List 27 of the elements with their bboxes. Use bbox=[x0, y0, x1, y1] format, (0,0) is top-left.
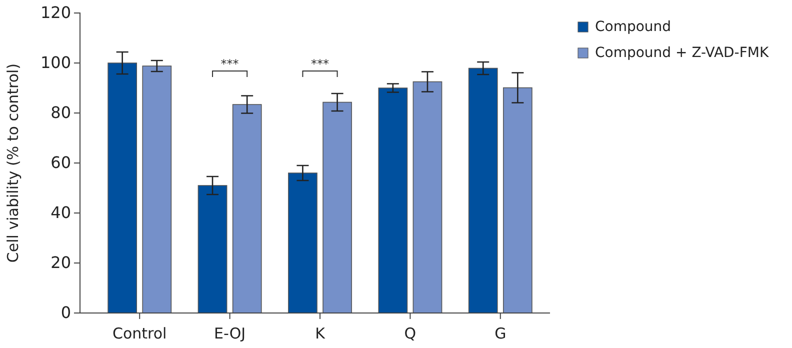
y-tick-label: 80 bbox=[50, 103, 71, 122]
bar bbox=[468, 68, 498, 314]
bar bbox=[322, 102, 352, 314]
bar bbox=[378, 88, 408, 314]
y-tick-label: 100 bbox=[40, 53, 71, 72]
legend-label: Compound bbox=[595, 19, 672, 35]
annotation: *** bbox=[220, 57, 239, 71]
x-tick-label: G bbox=[494, 324, 506, 342]
annotation: *** bbox=[311, 57, 329, 71]
x-tick-label: Q bbox=[404, 324, 416, 342]
bar bbox=[288, 172, 318, 314]
x-tick-label: K bbox=[315, 324, 326, 342]
legend-label: Compound + Z-VAD-FMK bbox=[595, 45, 770, 61]
y-tick-label: 20 bbox=[50, 253, 71, 272]
bar bbox=[232, 104, 262, 314]
bar bbox=[502, 87, 532, 314]
y-tick-label: 120 bbox=[40, 3, 71, 22]
bar bbox=[108, 62, 138, 314]
y-axis-title: Cell viability (% to control) bbox=[4, 63, 22, 263]
bar bbox=[412, 81, 442, 314]
x-tick-label: E-OJ bbox=[214, 324, 246, 342]
bar bbox=[142, 66, 172, 314]
y-tick-label: 40 bbox=[50, 203, 71, 222]
x-tick-label: Control bbox=[112, 324, 167, 342]
bar bbox=[198, 185, 228, 314]
y-tick-label: 60 bbox=[50, 153, 71, 172]
y-tick-label: 0 bbox=[60, 303, 71, 322]
